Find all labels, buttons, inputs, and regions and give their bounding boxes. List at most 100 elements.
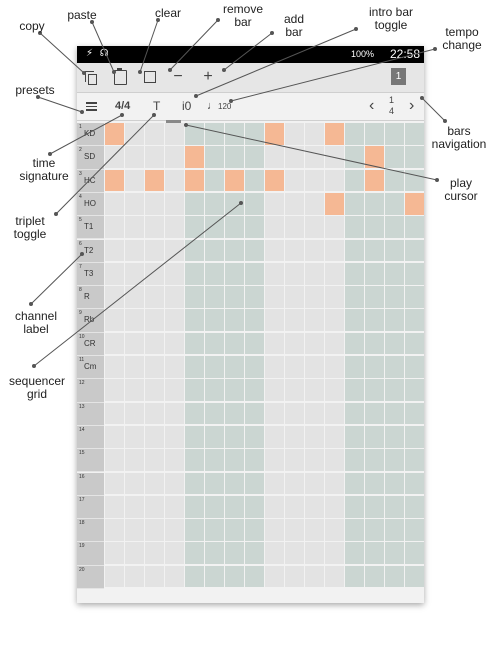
sequencer-cell[interactable]	[145, 449, 164, 471]
sequencer-cell[interactable]	[225, 565, 244, 588]
sequencer-cell[interactable]	[385, 379, 404, 402]
sequencer-cell[interactable]	[145, 286, 164, 308]
sequencer-cell[interactable]	[225, 123, 244, 145]
sequencer-cell[interactable]	[145, 565, 164, 588]
sequencer-cell[interactable]	[245, 542, 264, 565]
sequencer-cell[interactable]	[205, 402, 224, 425]
sequencer-cell[interactable]	[285, 472, 304, 495]
sequencer-cell[interactable]	[225, 262, 244, 285]
sequencer-cell[interactable]	[265, 216, 284, 238]
sequencer-cell[interactable]	[185, 262, 204, 285]
sequencer-cell[interactable]	[245, 402, 264, 425]
sequencer-cell[interactable]	[405, 565, 424, 588]
sequencer-cell[interactable]	[325, 332, 344, 355]
sequencer-cell[interactable]	[245, 286, 264, 308]
sequencer-cell[interactable]	[205, 309, 224, 332]
sequencer-cell[interactable]	[145, 379, 164, 402]
sequencer-cell[interactable]	[145, 262, 164, 285]
sequencer-cell[interactable]	[225, 379, 244, 402]
sequencer-cell[interactable]	[345, 425, 364, 448]
sequencer-cell[interactable]	[165, 216, 184, 238]
sequencer-cell[interactable]	[145, 332, 164, 355]
sequencer-cell[interactable]	[145, 495, 164, 518]
sequencer-cell[interactable]	[325, 519, 344, 541]
sequencer-cell[interactable]	[325, 449, 344, 471]
sequencer-cell[interactable]	[365, 402, 384, 425]
sequencer-cell[interactable]	[165, 542, 184, 565]
channel-label[interactable]: 12	[77, 379, 104, 403]
sequencer-cell[interactable]	[305, 286, 324, 308]
sequencer-cell[interactable]	[305, 449, 324, 471]
sequencer-cell[interactable]	[245, 519, 264, 541]
sequencer-cell[interactable]	[305, 519, 324, 541]
sequencer-cell[interactable]	[105, 402, 124, 425]
sequencer-cell[interactable]	[385, 542, 404, 565]
sequencer-cell[interactable]	[205, 216, 224, 238]
sequencer-cell[interactable]	[145, 425, 164, 448]
channel-label[interactable]: 2 SD	[77, 146, 104, 170]
sequencer-cell[interactable]	[365, 379, 384, 402]
sequencer-cell[interactable]	[125, 565, 144, 588]
sequencer-cell[interactable]	[225, 332, 244, 355]
sequencer-cell[interactable]	[305, 309, 324, 332]
sequencer-cell[interactable]	[405, 146, 424, 169]
sequencer-cell[interactable]	[385, 565, 404, 588]
sequencer-cell[interactable]	[165, 169, 184, 192]
sequencer-cell[interactable]	[285, 495, 304, 518]
sequencer-cell[interactable]	[185, 542, 204, 565]
sequencer-cell[interactable]	[345, 309, 364, 332]
sequencer-cell[interactable]	[205, 495, 224, 518]
sequencer-cell[interactable]	[365, 216, 384, 238]
sequencer-cell[interactable]	[385, 123, 404, 145]
sequencer-cell[interactable]	[145, 402, 164, 425]
sequencer-cell[interactable]	[245, 192, 264, 215]
sequencer-cell[interactable]	[385, 309, 404, 332]
list-icon[interactable]	[86, 102, 97, 111]
sequencer-cell[interactable]	[265, 262, 284, 285]
sequencer-cell[interactable]	[285, 216, 304, 238]
sequencer-cell[interactable]	[265, 519, 284, 541]
sequencer-cell[interactable]	[105, 239, 124, 262]
sequencer-cell[interactable]	[305, 123, 324, 145]
sequencer-cell[interactable]	[265, 379, 284, 402]
play-cursor[interactable]	[166, 120, 181, 123]
chevron-right-icon[interactable]: ›	[409, 97, 415, 114]
sequencer-cell[interactable]	[345, 379, 364, 402]
sequencer-cell[interactable]	[345, 332, 364, 355]
sequencer-cell[interactable]	[265, 425, 284, 448]
sequencer-cell[interactable]	[405, 495, 424, 518]
channel-label[interactable]: 18	[77, 519, 104, 543]
sequencer-cell[interactable]	[305, 565, 324, 588]
sequencer-cell[interactable]	[405, 356, 424, 378]
sequencer-cell[interactable]	[185, 379, 204, 402]
sequencer-cell[interactable]	[345, 192, 364, 215]
sequencer-cell[interactable]	[105, 379, 124, 402]
sequencer-cell[interactable]	[225, 239, 244, 262]
sequencer-cell[interactable]	[165, 565, 184, 588]
sequencer-cell[interactable]	[105, 286, 124, 308]
sequencer-cell[interactable]	[325, 216, 344, 238]
sequencer-cell[interactable]	[345, 402, 364, 425]
sequencer-cell[interactable]	[285, 519, 304, 541]
sequencer-cell[interactable]	[305, 425, 324, 448]
sequencer-cell[interactable]	[125, 262, 144, 285]
sequencer-cell[interactable]	[225, 169, 244, 192]
sequencer-cell[interactable]	[245, 146, 264, 169]
sequencer-cell[interactable]	[125, 379, 144, 402]
time-signature-button[interactable]: 4/4	[115, 100, 131, 112]
sequencer-cell[interactable]	[325, 356, 344, 378]
sequencer-cell[interactable]	[325, 542, 344, 565]
sequencer-cell[interactable]	[125, 519, 144, 541]
sequencer-cell[interactable]	[305, 169, 324, 192]
sequencer-cell[interactable]	[325, 425, 344, 448]
sequencer-cell[interactable]	[165, 239, 184, 262]
sequencer-cell[interactable]	[325, 565, 344, 588]
sequencer-cell[interactable]	[125, 239, 144, 262]
sequencer-cell[interactable]	[105, 356, 124, 378]
sequencer-cell[interactable]	[265, 239, 284, 262]
channel-label[interactable]: 10 CR	[77, 332, 104, 356]
sequencer-cell[interactable]	[405, 286, 424, 308]
sequencer-cell[interactable]	[405, 169, 424, 192]
sequencer-cell[interactable]	[305, 356, 324, 378]
